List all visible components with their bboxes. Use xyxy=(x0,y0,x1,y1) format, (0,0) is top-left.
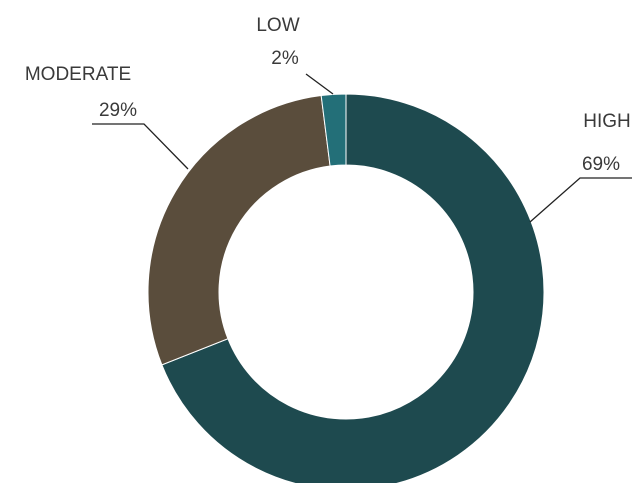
leader-line-moderate xyxy=(92,123,189,170)
leader-line-high xyxy=(529,177,632,223)
slice-value-low: 2% xyxy=(271,48,299,69)
slice-low xyxy=(320,93,347,167)
slice-label-high: HIGH xyxy=(583,111,631,132)
slice-moderate xyxy=(147,95,331,366)
slice-high xyxy=(161,93,545,483)
slice-label-low: LOW xyxy=(256,15,299,36)
slice-value-moderate: 29% xyxy=(99,100,137,121)
slice-label-moderate: MODERATE xyxy=(25,64,131,85)
leader-line-low xyxy=(305,73,334,95)
donut-slices xyxy=(147,93,545,483)
slice-value-high: 69% xyxy=(582,154,620,175)
